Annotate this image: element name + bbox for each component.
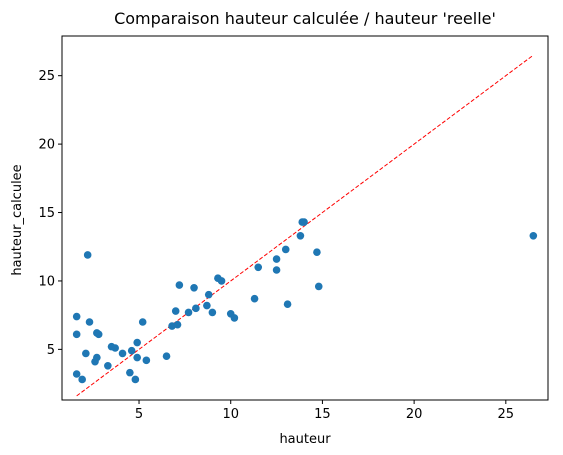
y-tick-label: 20 xyxy=(38,138,55,153)
data-point xyxy=(132,376,140,384)
data-point xyxy=(143,357,151,365)
data-point xyxy=(300,218,308,226)
x-axis-ticks: 5 10 15 20 25 xyxy=(135,400,514,422)
data-point xyxy=(185,309,193,317)
data-point xyxy=(126,369,134,377)
data-point xyxy=(73,370,81,378)
data-point xyxy=(95,331,103,339)
data-point xyxy=(174,321,182,329)
points-layer xyxy=(73,218,537,383)
data-point xyxy=(176,281,184,289)
y-tick-label: 15 xyxy=(38,206,55,221)
y-tick-label: 10 xyxy=(38,274,55,289)
data-point xyxy=(133,354,141,362)
data-point xyxy=(93,354,101,362)
data-point xyxy=(86,318,94,326)
y-tick-label: 25 xyxy=(38,69,55,84)
data-point xyxy=(315,283,323,291)
data-point xyxy=(82,350,90,358)
data-point xyxy=(218,277,226,285)
data-point xyxy=(251,295,259,303)
data-point xyxy=(128,347,136,355)
data-point xyxy=(133,339,141,347)
x-axis-label: hauteur xyxy=(279,432,331,447)
data-point xyxy=(209,309,217,317)
data-point xyxy=(139,318,147,326)
x-tick-label: 5 xyxy=(135,407,143,422)
data-point xyxy=(313,248,321,256)
data-point xyxy=(282,246,290,254)
data-point xyxy=(190,284,198,292)
x-tick-label: 10 xyxy=(222,407,239,422)
data-point xyxy=(273,255,281,263)
data-point xyxy=(172,307,180,315)
data-point xyxy=(73,331,81,339)
data-point xyxy=(273,266,281,274)
data-point xyxy=(163,352,171,360)
y-axis-label: hauteur_calculee xyxy=(10,164,25,275)
x-tick-label: 20 xyxy=(406,407,423,422)
data-point xyxy=(254,263,262,271)
data-point xyxy=(119,350,127,358)
data-point xyxy=(78,376,86,384)
chart-title: Comparaison hauteur calculée / hauteur '… xyxy=(114,9,496,28)
data-point xyxy=(297,232,305,240)
data-point xyxy=(231,314,239,322)
y-tick-label: 5 xyxy=(47,343,55,358)
data-point xyxy=(111,344,119,352)
data-point xyxy=(205,291,213,299)
x-tick-label: 25 xyxy=(498,407,515,422)
y-axis-ticks: 5 10 15 20 25 xyxy=(38,69,62,358)
data-point xyxy=(73,313,81,321)
data-point xyxy=(84,251,92,259)
data-point xyxy=(284,300,292,308)
x-tick-label: 15 xyxy=(314,407,331,422)
data-point xyxy=(203,302,211,310)
data-point xyxy=(104,362,112,370)
data-point xyxy=(192,305,200,313)
data-point xyxy=(530,232,538,240)
